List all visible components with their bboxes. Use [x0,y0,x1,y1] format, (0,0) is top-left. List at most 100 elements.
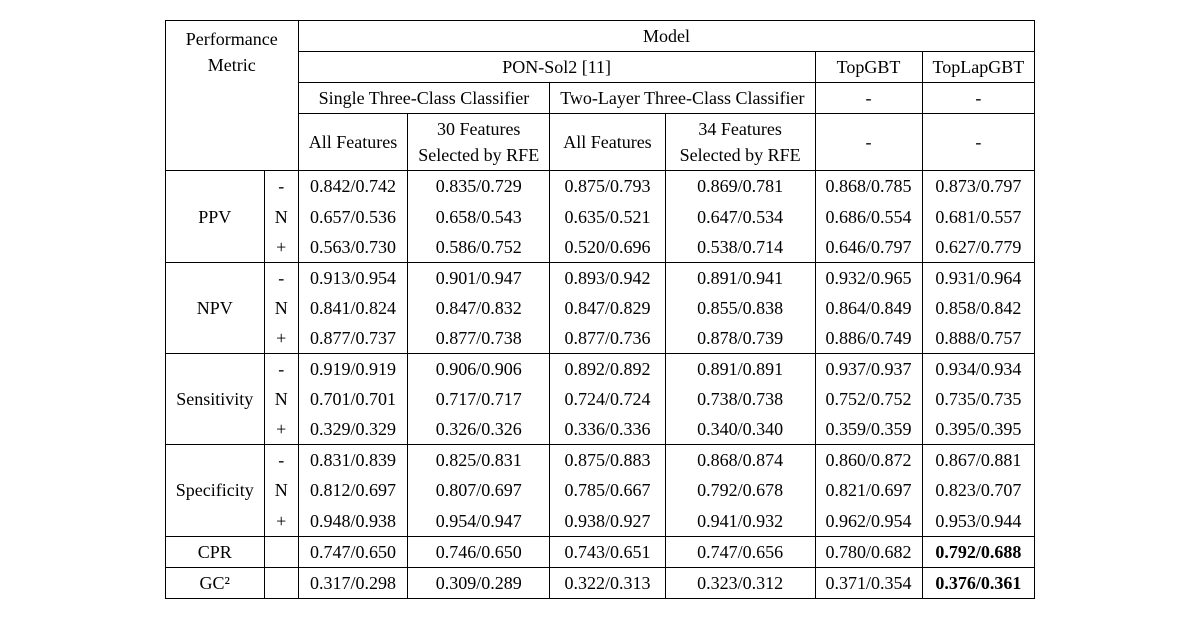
table-row: + 0.877/0.737 0.877/0.738 0.877/0.736 0.… [165,323,1035,354]
sub-n: N [264,293,298,323]
sub-n: N [264,384,298,414]
cell: 0.812/0.697 [298,475,407,505]
cell: 0.326/0.326 [408,414,550,445]
hdr-topgbt: TopGBT [815,52,922,83]
hdr-rfe34-l2: Selected by RFE [676,142,805,168]
cell: 0.941/0.932 [665,506,815,537]
cell: 0.875/0.793 [550,171,666,202]
cell: 0.395/0.395 [922,414,1035,445]
cell: 0.747/0.656 [665,536,815,567]
cell: 0.847/0.832 [408,293,550,323]
cell: 0.886/0.749 [815,323,922,354]
cell: 0.340/0.340 [665,414,815,445]
sub-empty [264,567,298,598]
sub-plus: + [264,414,298,445]
table-row: + 0.329/0.329 0.326/0.326 0.336/0.336 0.… [165,414,1035,445]
cell: 0.906/0.906 [408,354,550,385]
hdr-toplapgbt: TopLapGBT [922,52,1035,83]
table-row: N 0.701/0.701 0.717/0.717 0.724/0.724 0.… [165,384,1035,414]
hdr-rfe30: 30 Features Selected by RFE [408,114,550,171]
hdr-spacer1 [165,83,298,114]
cell: 0.746/0.650 [408,536,550,567]
cell: 0.780/0.682 [815,536,922,567]
cell: 0.877/0.737 [298,323,407,354]
cell: 0.868/0.874 [665,445,815,476]
cell: 0.842/0.742 [298,171,407,202]
sub-minus: - [264,354,298,385]
table-row: PPV - 0.842/0.742 0.835/0.729 0.875/0.79… [165,171,1035,202]
metric-ppv: PPV [165,171,264,262]
cell: 0.792/0.678 [665,475,815,505]
cell: 0.752/0.752 [815,384,922,414]
performance-table: Performance Metric Model PON-Sol2 [11] T… [165,20,1036,599]
cell: 0.825/0.831 [408,445,550,476]
cell: 0.919/0.919 [298,354,407,385]
sub-n: N [264,475,298,505]
cell: 0.717/0.717 [408,384,550,414]
metric-cpr: CPR [165,536,264,567]
table-row: GC² 0.317/0.298 0.309/0.289 0.322/0.313 … [165,567,1035,598]
cell: 0.657/0.536 [298,202,407,232]
cell: 0.877/0.738 [408,323,550,354]
cell: 0.893/0.942 [550,262,666,293]
cell: 0.932/0.965 [815,262,922,293]
table-row: N 0.657/0.536 0.658/0.543 0.635/0.521 0.… [165,202,1035,232]
cell: 0.329/0.329 [298,414,407,445]
cell: 0.317/0.298 [298,567,407,598]
cell: 0.937/0.937 [815,354,922,385]
hdr-allfeat-b: All Features [550,114,666,171]
cell: 0.747/0.650 [298,536,407,567]
sub-plus: + [264,232,298,263]
cell: 0.875/0.883 [550,445,666,476]
cell: 0.891/0.941 [665,262,815,293]
cell: 0.877/0.736 [550,323,666,354]
table-row: CPR 0.747/0.650 0.746/0.650 0.743/0.651 … [165,536,1035,567]
cell: 0.864/0.849 [815,293,922,323]
cell: 0.371/0.354 [815,567,922,598]
metric-sensitivity: Sensitivity [165,354,264,445]
metric-specificity: Specificity [165,445,264,536]
cell: 0.658/0.543 [408,202,550,232]
cell: 0.376/0.361 [922,567,1035,598]
cell: 0.336/0.336 [550,414,666,445]
cell: 0.948/0.938 [298,506,407,537]
cell: 0.646/0.797 [815,232,922,263]
table-row: N 0.812/0.697 0.807/0.697 0.785/0.667 0.… [165,475,1035,505]
cell: 0.359/0.359 [815,414,922,445]
sub-minus: - [264,262,298,293]
cell: 0.738/0.738 [665,384,815,414]
table-row: Specificity - 0.831/0.839 0.825/0.831 0.… [165,445,1035,476]
cell: 0.681/0.557 [922,202,1035,232]
cell: 0.868/0.785 [815,171,922,202]
cell: 0.892/0.892 [550,354,666,385]
cell: 0.869/0.781 [665,171,815,202]
hdr-single-class: Single Three-Class Classifier [298,83,549,114]
sub-plus: + [264,506,298,537]
cell: 0.635/0.521 [550,202,666,232]
cell: 0.823/0.707 [922,475,1035,505]
cell: 0.309/0.289 [408,567,550,598]
cell: 0.867/0.881 [922,445,1035,476]
hdr-performance-metric: Performance Metric [165,21,298,83]
hdr-dash1: - [815,83,922,114]
sub-plus: + [264,323,298,354]
table-row: + 0.563/0.730 0.586/0.752 0.520/0.696 0.… [165,232,1035,263]
hdr-ponsol2: PON-Sol2 [11] [298,52,815,83]
metric-npv: NPV [165,262,264,353]
cell: 0.323/0.312 [665,567,815,598]
cell: 0.878/0.739 [665,323,815,354]
sub-minus: - [264,171,298,202]
cell: 0.888/0.757 [922,323,1035,354]
cell: 0.901/0.947 [408,262,550,293]
cell: 0.322/0.313 [550,567,666,598]
sub-n: N [264,202,298,232]
sub-empty [264,536,298,567]
cell: 0.520/0.696 [550,232,666,263]
cell: 0.831/0.839 [298,445,407,476]
cell: 0.938/0.927 [550,506,666,537]
hdr-spacer2 [165,114,298,171]
hdr-allfeat-a: All Features [298,114,407,171]
cell: 0.913/0.954 [298,262,407,293]
cell: 0.807/0.697 [408,475,550,505]
cell: 0.821/0.697 [815,475,922,505]
